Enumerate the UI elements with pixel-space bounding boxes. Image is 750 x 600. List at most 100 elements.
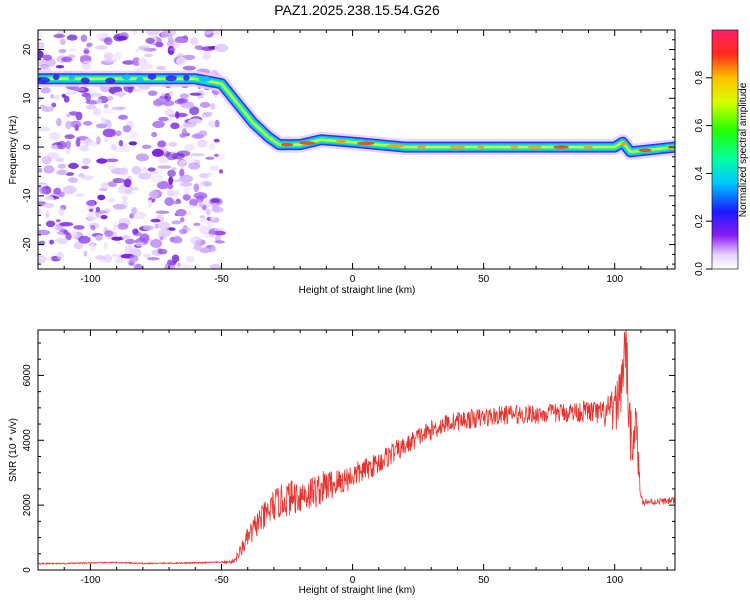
noise-speckle (212, 203, 220, 212)
noise-speckle (68, 48, 77, 52)
noise-speckle (97, 194, 106, 201)
noise-speckle (65, 91, 77, 95)
ridge-hotspot (638, 148, 652, 153)
noise-speckle (215, 234, 221, 242)
noise-speckle (81, 165, 89, 170)
noise-speckle (193, 222, 201, 226)
noise-speckle (38, 208, 42, 216)
noise-speckle (51, 102, 57, 108)
noise-speckle (175, 208, 187, 217)
noise-speckle (111, 236, 123, 241)
noise-speckle (138, 45, 151, 51)
band-blob (80, 77, 90, 84)
noise-speckle (62, 185, 77, 195)
noise-speckle (139, 63, 153, 70)
noise-speckle (65, 140, 72, 150)
noise-speckle (74, 124, 79, 132)
ridge-hotspot (449, 145, 466, 149)
y-tick-label: -10 (22, 188, 33, 203)
noise-speckle (54, 94, 60, 100)
snr-panel: -100 -50 0 50 100 0 2000 4000 6000 Height of st… (8, 329, 676, 596)
noise-speckle (111, 253, 118, 258)
noise-speckle (95, 212, 101, 218)
noise-speckle (43, 196, 55, 201)
noise-speckle (184, 144, 196, 152)
snr-plot-frame (37, 329, 676, 571)
noise-speckle (73, 225, 85, 230)
noise-speckle (168, 35, 174, 44)
noise-speckle (202, 51, 211, 61)
noise-speckle (43, 202, 55, 209)
noise-speckle (149, 190, 159, 200)
noise-speckle (38, 196, 43, 202)
snr-y-axis-label: SNR (10 * v/v) (8, 418, 19, 482)
noise-speckle (132, 30, 137, 36)
noise-speckle (75, 138, 81, 147)
x-tick-label: 50 (478, 575, 490, 586)
noise-speckle (155, 41, 164, 48)
noise-speckle (129, 261, 135, 266)
ridge-hotspot (527, 145, 542, 149)
noise-speckle (157, 248, 168, 255)
noise-speckle (41, 156, 52, 165)
noise-speckle (107, 165, 117, 171)
noise-speckle (124, 245, 134, 253)
noise-speckle (111, 106, 120, 111)
noise-speckle (214, 240, 225, 244)
noise-speckle-region (38, 30, 229, 269)
noise-speckle (132, 57, 141, 67)
y-tick-label: 10 (22, 92, 33, 104)
noise-speckle (95, 206, 100, 213)
noise-speckle (168, 176, 174, 185)
band-blob (121, 74, 131, 81)
ridge-hotspot (620, 142, 628, 146)
noise-speckle (116, 35, 128, 41)
noise-speckle (55, 219, 61, 223)
band-blob (183, 75, 190, 81)
noise-speckle (139, 233, 150, 243)
noise-speckle (199, 247, 211, 254)
noise-speckle (92, 107, 101, 116)
band-blob (53, 74, 60, 81)
noise-speckle (179, 168, 185, 178)
noise-speckle (127, 85, 133, 94)
heatmap-plot-frame (37, 29, 676, 270)
noise-speckle (190, 153, 205, 157)
noise-speckle (75, 193, 85, 197)
x-tick-label: -50 (214, 575, 229, 586)
noise-speckle (95, 123, 108, 129)
noise-speckle (83, 250, 88, 257)
noise-speckle (118, 91, 124, 98)
x-tick-label: 100 (606, 274, 623, 285)
band-blob (136, 77, 144, 83)
noise-speckle (103, 241, 108, 251)
ridge-hotspot (553, 145, 569, 149)
noise-speckle (85, 200, 96, 207)
noise-speckle (119, 167, 129, 176)
noise-speckle (205, 156, 215, 160)
noise-speckle (168, 90, 173, 97)
noise-speckle (102, 108, 113, 114)
noise-speckle (59, 38, 66, 45)
noise-speckle (135, 153, 149, 162)
colorbar-tick-label: 0.6 (694, 118, 705, 132)
noise-speckle (151, 148, 164, 157)
noise-speckle (122, 235, 130, 239)
noise-speckle (103, 254, 112, 263)
noise-speckle (179, 93, 189, 99)
ridge-hotspot (335, 139, 347, 144)
noise-speckle (162, 232, 167, 240)
noise-speckle (58, 48, 67, 54)
noise-speckle (65, 172, 75, 176)
noise-speckle (39, 187, 47, 195)
noise-speckle (197, 139, 208, 148)
ridge-hotspot (583, 145, 594, 149)
noise-speckle (167, 169, 177, 177)
noise-speckle (45, 220, 56, 228)
noise-speckle (179, 182, 193, 187)
noise-speckle (38, 168, 43, 173)
noise-speckle (102, 59, 117, 63)
noise-speckle (177, 98, 186, 104)
noise-speckle (111, 144, 116, 150)
noise-speckle (38, 152, 41, 157)
